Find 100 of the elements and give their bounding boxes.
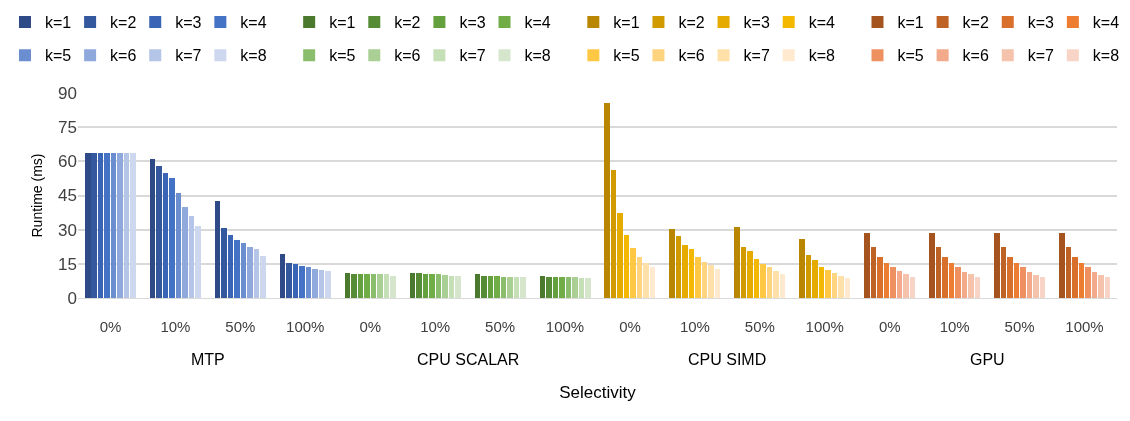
bar	[260, 256, 266, 298]
bar	[799, 239, 805, 298]
bar	[169, 178, 175, 298]
bar	[377, 274, 383, 298]
x-tick-label: 50%	[1004, 318, 1035, 335]
bar	[306, 267, 311, 298]
bar	[1085, 267, 1091, 298]
bar	[189, 216, 194, 298]
bar	[150, 159, 155, 298]
bar	[325, 271, 331, 298]
bar	[455, 276, 461, 298]
bar	[371, 274, 376, 298]
bar	[747, 251, 753, 298]
bar	[540, 276, 545, 298]
bar	[234, 240, 240, 298]
legend-label: k=5	[613, 47, 640, 65]
legend-label: k=2	[110, 14, 137, 32]
legend-label: k=3	[459, 14, 486, 32]
bar	[546, 277, 552, 298]
legend-label: k=6	[394, 47, 421, 65]
y-tick-label: 15	[58, 254, 77, 274]
bar	[319, 270, 324, 298]
x-tick-label: 50%	[744, 318, 775, 335]
x-tick-label: 10%	[160, 318, 191, 335]
bar	[1059, 233, 1065, 298]
bar	[254, 249, 259, 298]
bar	[351, 274, 357, 298]
legend-label: k=2	[394, 14, 421, 32]
bar	[85, 153, 91, 298]
bar	[215, 201, 220, 298]
bar	[754, 259, 759, 298]
bar	[611, 170, 616, 298]
bar	[767, 267, 772, 298]
bar	[410, 273, 415, 298]
bar	[507, 277, 513, 298]
legend-label: k=4	[240, 14, 267, 32]
bar	[579, 278, 584, 298]
bar	[130, 153, 136, 298]
bar	[741, 247, 746, 298]
bar	[111, 153, 116, 298]
bar	[682, 245, 688, 298]
legend-label: k=1	[329, 14, 356, 32]
bar	[117, 153, 123, 298]
bar	[176, 193, 181, 298]
bar	[449, 276, 454, 298]
bar	[702, 262, 707, 298]
bar	[104, 153, 110, 298]
legend-label: k=8	[524, 47, 551, 65]
bar	[962, 272, 967, 298]
bar	[312, 269, 318, 298]
bar	[942, 257, 948, 298]
bar	[936, 247, 941, 298]
bar	[390, 276, 396, 298]
bar	[566, 277, 571, 298]
bar	[884, 263, 889, 298]
legend-label: k=3	[743, 14, 770, 32]
legend-label: k=1	[613, 14, 640, 32]
bar	[1014, 263, 1019, 298]
bar	[650, 267, 655, 298]
bar	[871, 247, 876, 298]
bar	[1027, 272, 1032, 298]
legend-label: k=7	[1027, 47, 1055, 65]
bar	[286, 263, 292, 298]
bar	[929, 233, 935, 298]
bar	[903, 274, 909, 298]
bar	[163, 173, 168, 298]
legend-label: k=4	[808, 14, 836, 32]
bar	[1040, 277, 1045, 298]
x-tick-label: 100%	[1065, 318, 1104, 335]
bar	[1001, 247, 1006, 298]
y-axis-title: Runtime (ms)	[28, 153, 45, 238]
bar	[819, 267, 824, 298]
bar	[734, 227, 740, 298]
bar	[501, 277, 506, 298]
text: CPU SCALAR	[417, 351, 520, 368]
bar	[98, 153, 103, 298]
y-tick-label: 90	[58, 83, 77, 103]
bar	[994, 233, 1000, 298]
bar	[228, 235, 233, 298]
legend-label: k=7	[743, 47, 770, 65]
bar	[293, 264, 298, 298]
bar	[91, 153, 97, 298]
bar	[182, 207, 188, 298]
bar	[838, 276, 844, 298]
bar	[423, 274, 428, 298]
bar	[624, 235, 629, 298]
bar	[221, 228, 227, 298]
legend-label: k=3	[1027, 14, 1055, 32]
bar	[416, 273, 422, 298]
bar	[195, 226, 201, 298]
bar	[812, 260, 818, 298]
legend-label: k=5	[44, 47, 72, 65]
bar	[760, 264, 766, 298]
x-tick-label: 10%	[679, 318, 710, 335]
y-tick-label: 30	[58, 220, 77, 240]
x-tick-label: 100%	[286, 318, 325, 335]
text: GPU	[970, 351, 1005, 368]
legend-label: k=8	[808, 47, 836, 65]
bar	[643, 263, 649, 298]
bar	[1079, 263, 1084, 298]
